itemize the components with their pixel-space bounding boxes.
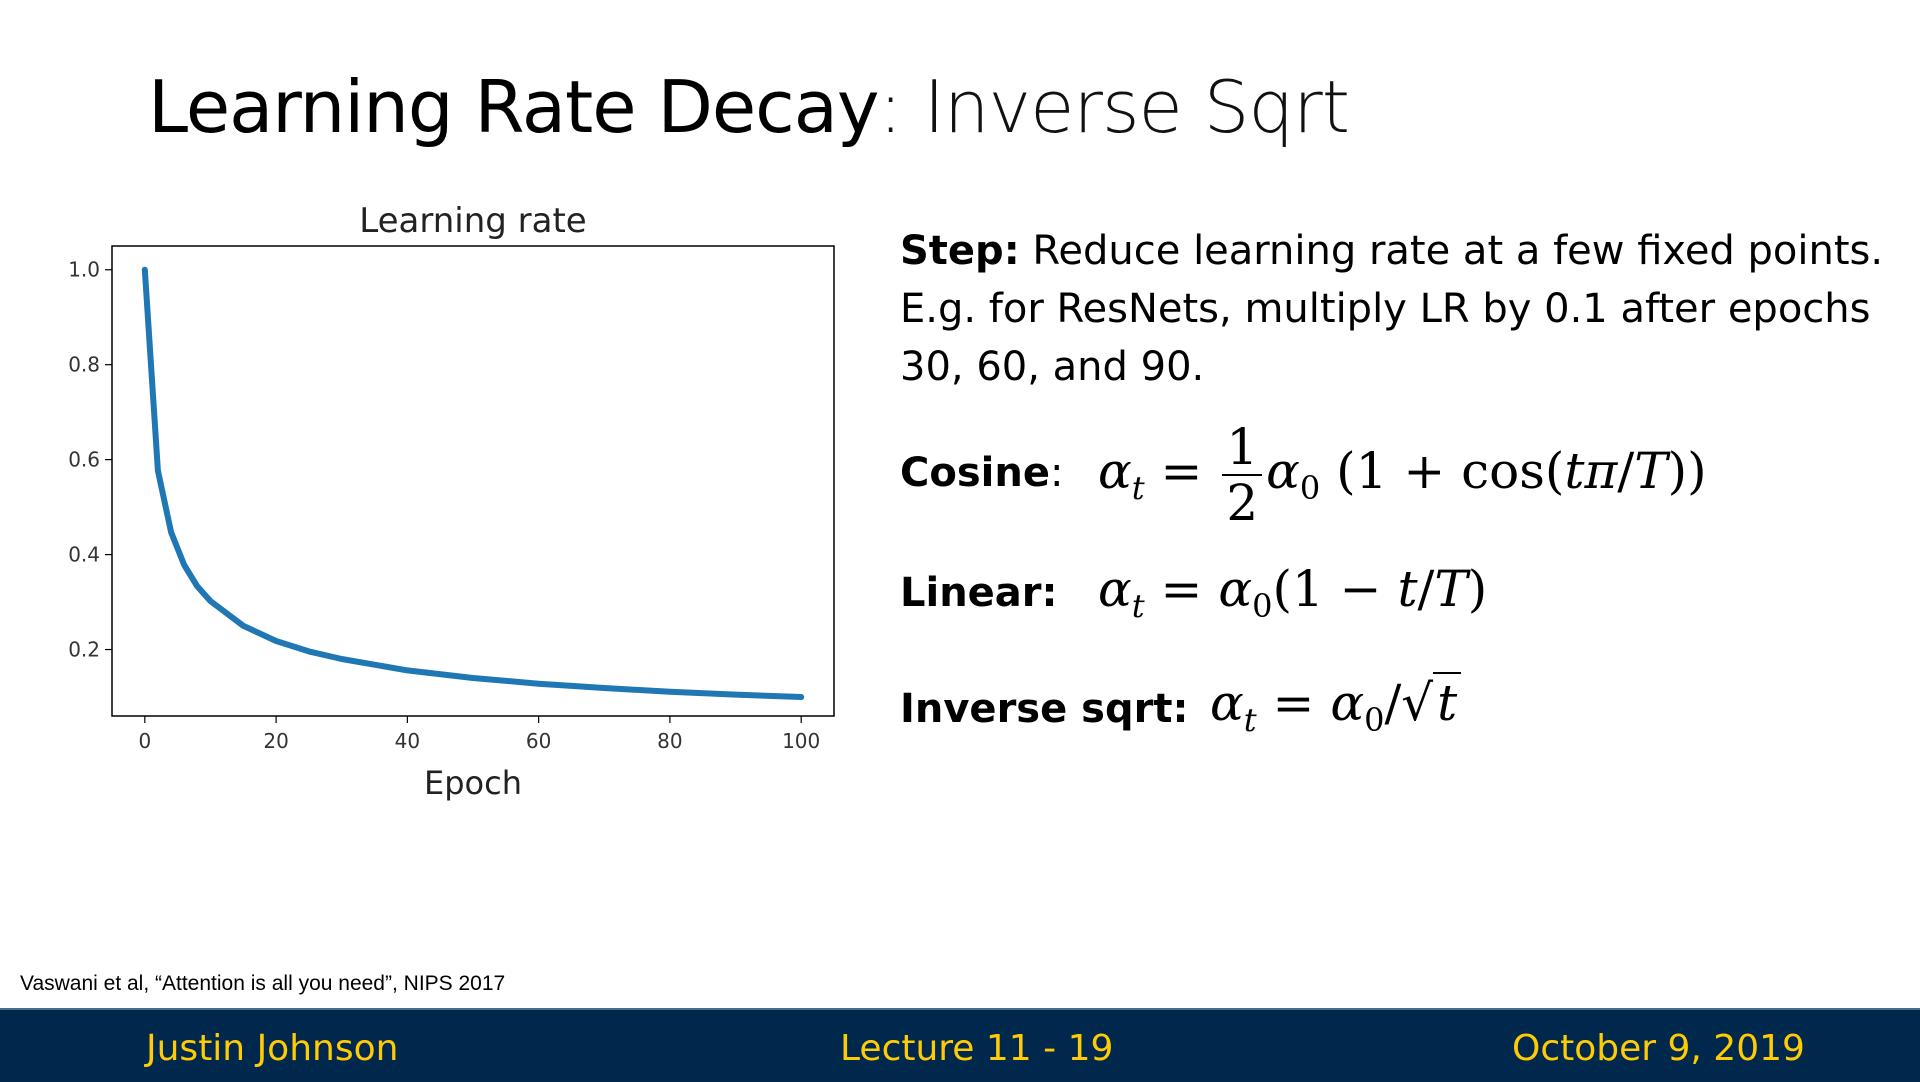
y-tick-label: 0.8 [68,353,100,377]
series-line [141,266,805,700]
x-tick-label: 100 [782,729,820,753]
x-axis-label: Epoch [424,764,522,802]
inverse-sqrt-formula: αt = α0/√t [1210,672,1462,739]
chart-svg: Learning rate Epoch 0 20 40 60 80 100 0.2 0.4 0.6 0… [68,201,835,802]
footer-bar: Justin Johnson Lecture 11 - 19 October 9… [0,1008,1920,1082]
x-tick-label: 20 [263,729,288,753]
step-label: Step: [900,228,1020,274]
citation: Vaswani et al, “Attention is all you nee… [20,972,506,995]
x-tick-label: 40 [395,729,420,753]
linear-formula: αt = α0(1 − t/T) [1098,560,1488,625]
learning-rate-chart: Learning rate Epoch 0 20 40 60 80 100 0.2 0.4 0.6 0… [40,190,850,810]
cosine-label-row: Cosine: [900,450,1063,496]
footer-date: October 9, 2019 [1512,1028,1805,1069]
step-description: Step: Reduce learning rate at a few fixe… [900,222,1900,396]
step-text: Reduce learning rate at a few fixed poin… [900,228,1884,390]
x-tick-label: 60 [526,729,551,753]
title-bold: Learning Rate Decay [148,65,879,149]
footer-lecture: Lecture 11 - 19 [840,1028,1114,1069]
chart-title: Learning rate [359,201,586,241]
cosine-colon: : [1049,450,1064,496]
y-tick-label: 0.6 [68,448,100,472]
y-tick-label: 0.4 [68,543,100,567]
cosine-formula: αt = 1 2 α0 (1 + cos(tπ/T)) [1098,418,1707,532]
inverse-sqrt-label: Inverse sqrt: [900,686,1189,732]
x-tick-label: 80 [657,729,682,753]
y-tick-label: 1.0 [68,258,100,282]
x-tick-label: 0 [138,729,151,753]
cosine-label: Cosine [900,450,1050,496]
title-rest: : Inverse Sqrt [878,65,1350,149]
y-tick-label: 0.2 [68,638,100,662]
footer-author: Justin Johnson [146,1028,399,1069]
slide-title: Learning Rate Decay: Inverse Sqrt [148,62,1350,152]
linear-label: Linear: [900,570,1058,616]
plot-frame [111,245,835,717]
